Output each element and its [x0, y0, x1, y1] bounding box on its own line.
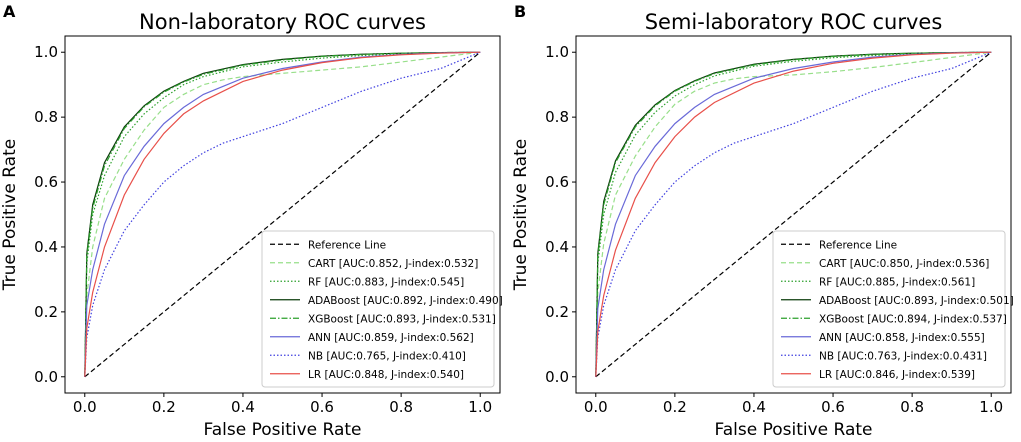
x-tick-label: 0.0	[584, 398, 608, 416]
series-line	[595, 51, 992, 377]
y-tick-label: 0.4	[545, 238, 569, 256]
legend-entry: ANN [AUC:0.858, J-index:0.555]	[819, 332, 985, 344]
x-tick-label: 0.2	[663, 398, 687, 416]
legend-box	[261, 230, 495, 388]
series-line	[84, 51, 481, 377]
x-axis-label: False Positive Rate	[715, 420, 873, 440]
legend-entry: RF [AUC:0.885, J-index:0.561]	[819, 276, 975, 288]
x-tick-label: 0.6	[821, 398, 845, 416]
axes-frame	[575, 35, 1012, 394]
x-tick-label: 1.0	[468, 398, 492, 416]
series-line	[84, 51, 481, 377]
legend-entry: RF [AUC:0.883, J-index:0.545]	[308, 276, 464, 288]
series-line	[595, 51, 992, 377]
legend-entry: XGBoost [AUC:0.893, J-index:0.531]	[308, 313, 496, 325]
series-line	[595, 51, 992, 378]
chart-title: Semi-laboratory ROC curves	[645, 10, 943, 34]
y-axis-label: True Positive Rate	[0, 139, 20, 291]
legend-entry: XGBoost [AUC:0.894, J-index:0.537]	[819, 313, 1007, 325]
y-tick-label: 0.2	[34, 303, 58, 321]
series-line	[84, 51, 481, 377]
legend-entry: ANN [AUC:0.859, J-index:0.562]	[308, 332, 474, 344]
x-tick-label: 0.8	[900, 398, 924, 416]
legend-entry: ADABoost [AUC:0.892, J-index:0.490]	[308, 295, 503, 307]
series-line	[595, 51, 992, 377]
series-line	[84, 51, 481, 377]
y-tick-label: 0.8	[34, 108, 58, 126]
series-line	[84, 51, 481, 378]
legend-entry: NB [AUC:0.763, J-index:0.0.431]	[819, 350, 987, 362]
legend-entry: ADABoost [AUC:0.893, J-index:0.501]	[819, 295, 1014, 307]
legend-entry: CART [AUC:0.850, J-index:0.536]	[819, 258, 989, 270]
x-tick-label: 0.4	[231, 398, 255, 416]
legend-entry: CART [AUC:0.852, J-index:0.532]	[308, 258, 478, 270]
legend: Reference Line CART [AUC:0.850, J-index:0…	[772, 230, 1014, 388]
axes-frame	[64, 35, 501, 394]
curves	[84, 51, 481, 378]
legend-entry: LR [AUC:0.848, J-index:0.540]	[308, 369, 464, 381]
y-tick-label: 1.0	[545, 43, 569, 61]
x-tick-label: 0.8	[389, 398, 413, 416]
y-tick-label: 0.4	[34, 238, 58, 256]
legend-entry: NB [AUC:0.765, J-index:0.410]	[308, 350, 466, 362]
series-line	[595, 51, 992, 377]
series-line	[595, 51, 992, 377]
y-tick-label: 0.6	[34, 173, 58, 191]
y-tick-label: 1.0	[34, 43, 58, 61]
x-tick-label: 1.0	[979, 398, 1003, 416]
x-tick-label: 0.2	[152, 398, 176, 416]
x-tick-label: 0.0	[73, 398, 97, 416]
chart-2: Semi-laboratory ROC curves 0.0 0.0 0.2 0.2 0.…	[511, 10, 1014, 440]
y-tick-label: 0.0	[34, 368, 58, 386]
series-line	[595, 51, 992, 377]
legend-box	[772, 230, 1006, 388]
x-tick-label: 0.4	[742, 398, 766, 416]
x-tick-label: 0.6	[310, 398, 334, 416]
legend: Reference Line CART [AUC:0.852, J-index:0…	[261, 230, 503, 388]
legend-entry: Reference Line	[308, 239, 386, 251]
panel-label-b: B	[514, 2, 527, 21]
y-tick-label: 0.8	[545, 108, 569, 126]
chart-title: Non-laboratory ROC curves	[139, 10, 426, 34]
chart-1: Non-laboratory ROC curves 0.0 0.0 0.2 0.2 0.4…	[0, 10, 503, 440]
series-line	[84, 51, 481, 377]
y-tick-label: 0.0	[545, 368, 569, 386]
x-axis-label: False Positive Rate	[204, 420, 362, 440]
y-tick-label: 0.6	[545, 173, 569, 191]
y-tick-label: 0.2	[545, 303, 569, 321]
curves	[595, 51, 992, 378]
y-axis-label: True Positive Rate	[511, 139, 531, 291]
legend-entry: LR [AUC:0.846, J-index:0.539]	[819, 369, 975, 381]
panel-label-a: A	[3, 2, 16, 21]
legend-entry: Reference Line	[819, 239, 897, 251]
